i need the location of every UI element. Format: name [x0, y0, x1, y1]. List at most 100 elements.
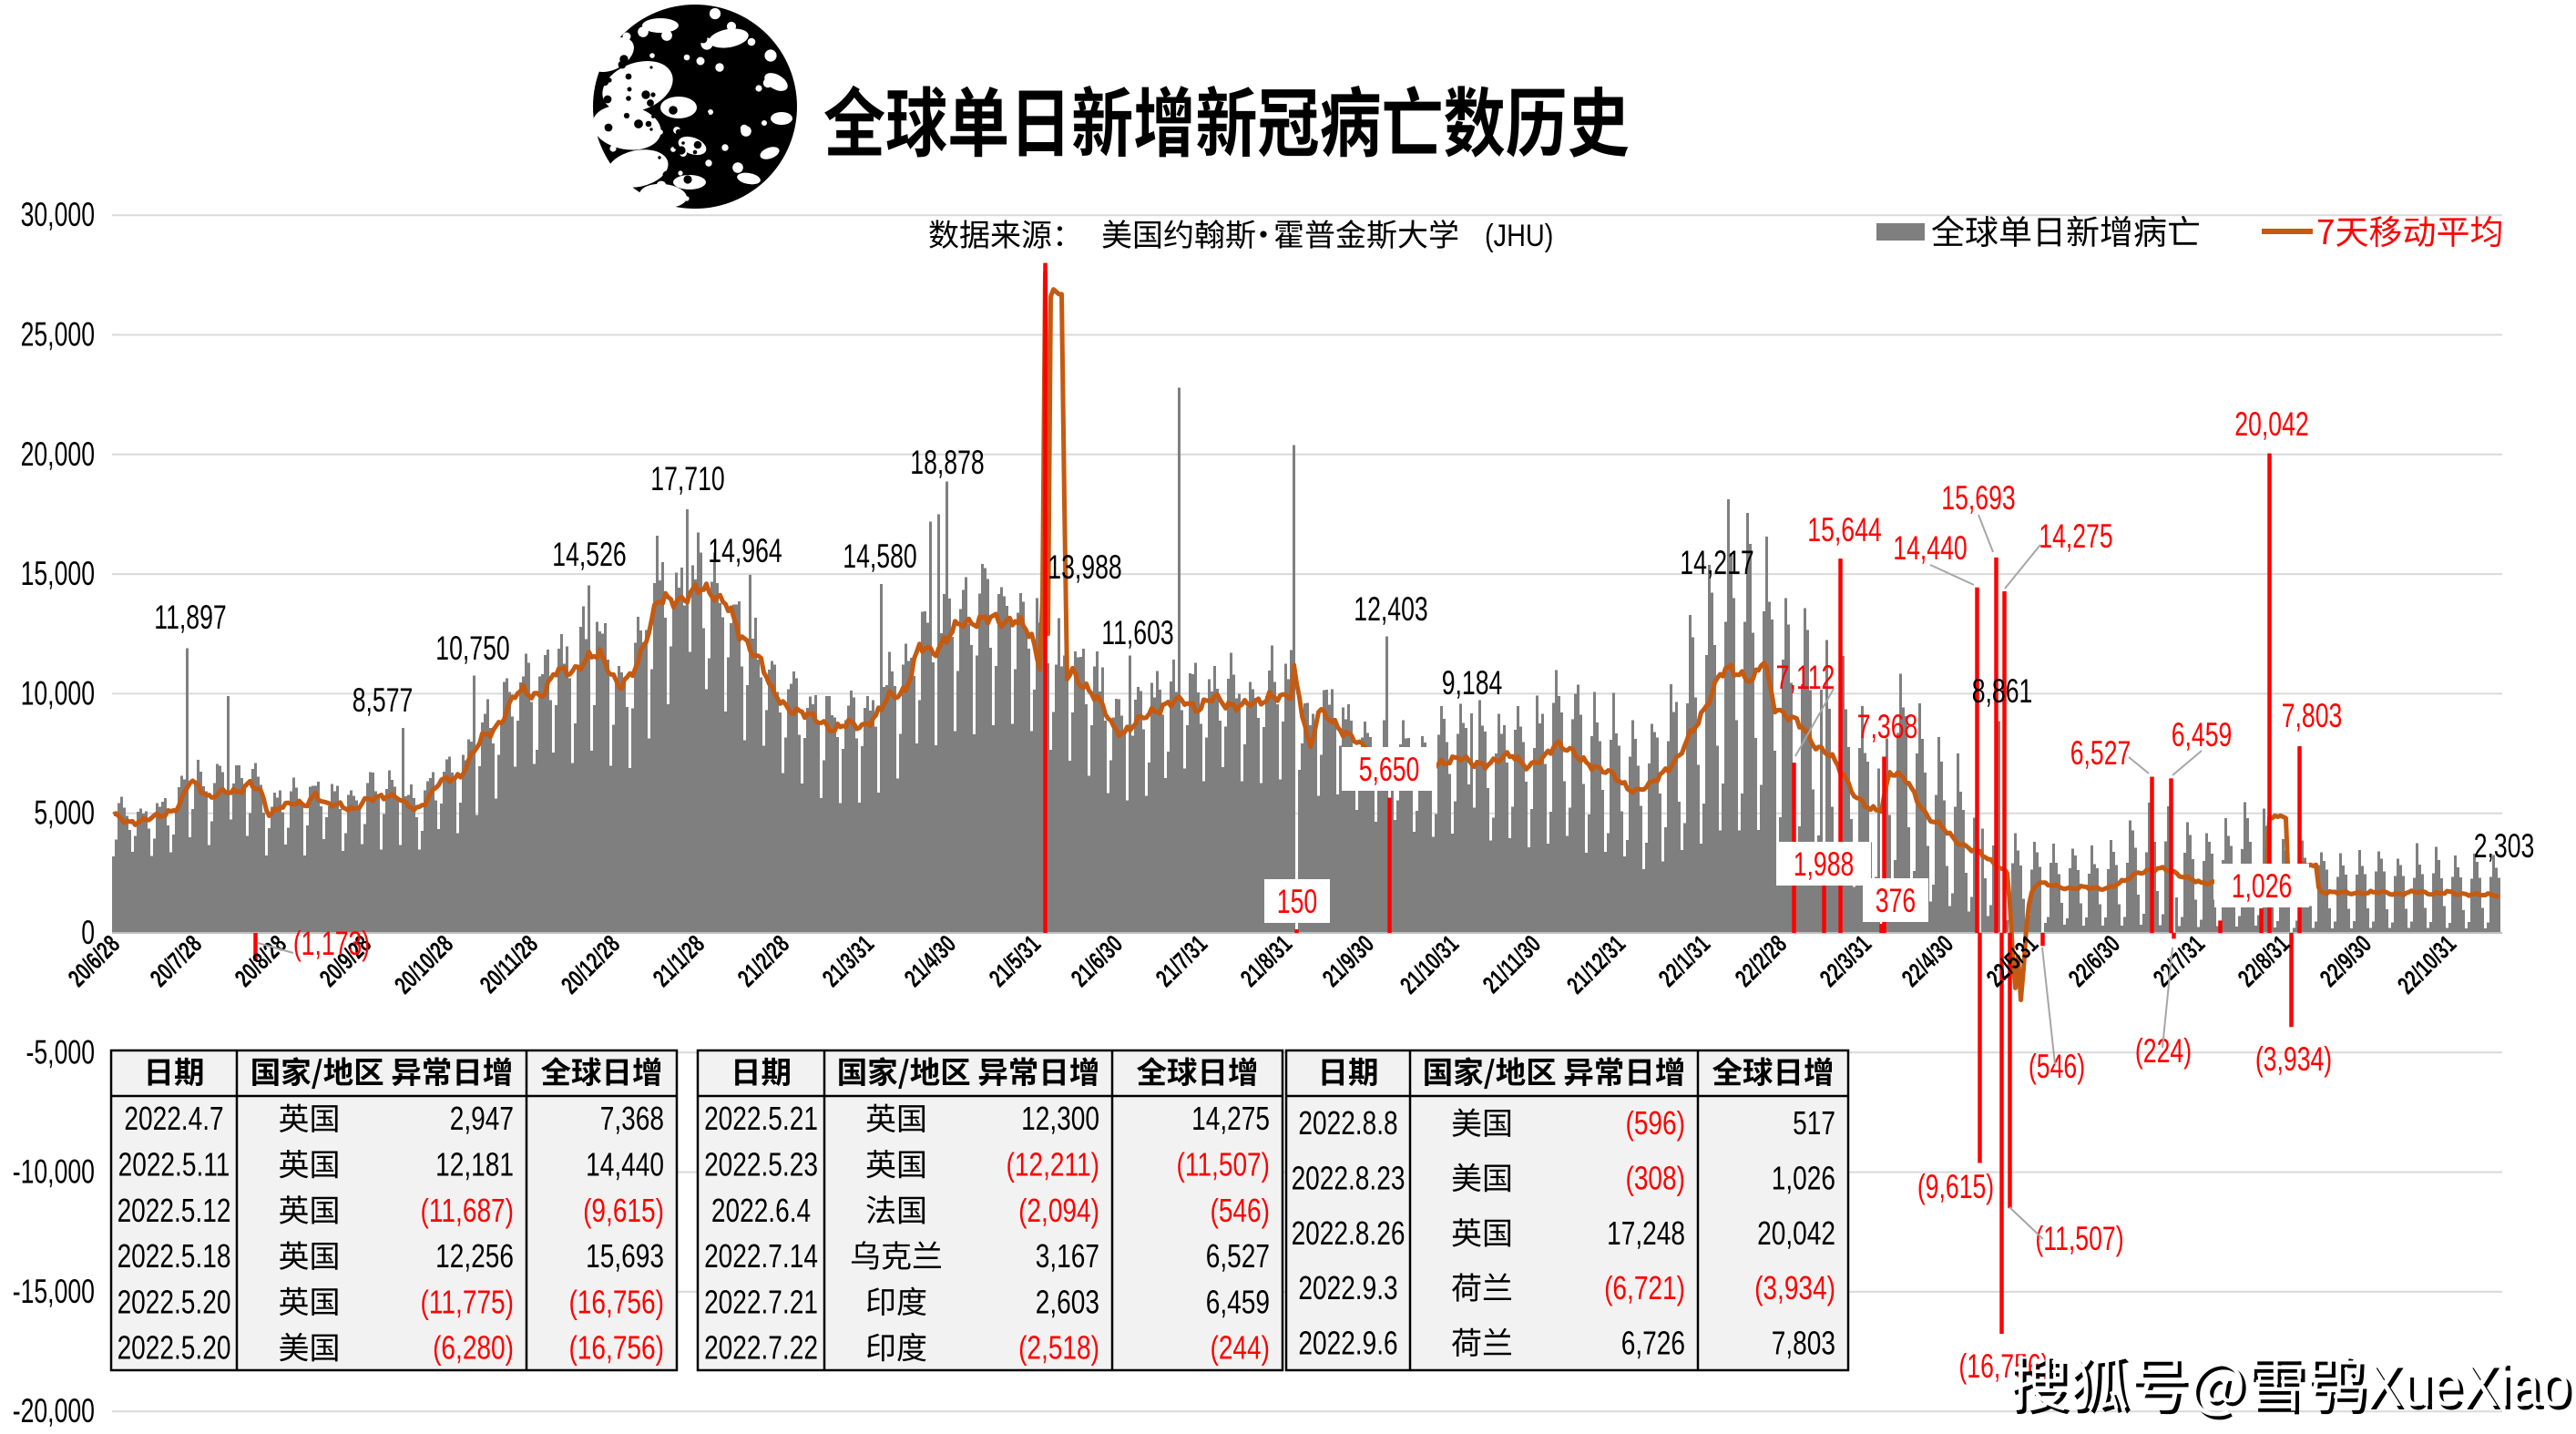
svg-text:14,440: 14,440 — [586, 1146, 664, 1183]
svg-text:2022.5.21: 2022.5.21 — [704, 1101, 818, 1137]
svg-text:2022.6.4: 2022.6.4 — [711, 1192, 811, 1228]
svg-text:2022.5.11: 2022.5.11 — [118, 1146, 230, 1183]
svg-text:12,300: 12,300 — [1021, 1101, 1099, 1137]
svg-text:376: 376 — [1876, 882, 1916, 919]
svg-text:6,459: 6,459 — [1206, 1284, 1270, 1320]
svg-text:(546): (546) — [2029, 1048, 2085, 1085]
svg-text:12,181: 12,181 — [435, 1146, 514, 1183]
svg-text:2,303: 2,303 — [2474, 827, 2535, 865]
svg-text:20,042: 20,042 — [2234, 405, 2308, 443]
svg-text:15,644: 15,644 — [1807, 511, 1881, 548]
svg-text:XueXiao: XueXiao — [2366, 1352, 2571, 1419]
svg-text:7,112: 7,112 — [1776, 659, 1835, 696]
svg-text:2022.4.7: 2022.4.7 — [124, 1101, 223, 1137]
svg-text:2022.5.20: 2022.5.20 — [118, 1329, 231, 1366]
svg-text:(308): (308) — [1625, 1160, 1685, 1196]
svg-text:17,248: 17,248 — [1607, 1214, 1685, 1251]
svg-text:(12,211): (12,211) — [1007, 1146, 1099, 1183]
svg-text:10,750: 10,750 — [435, 630, 509, 667]
svg-text:(11,507): (11,507) — [2035, 1220, 2123, 1257]
svg-text:7,803: 7,803 — [2282, 697, 2343, 734]
svg-text:-5,000: -5,000 — [26, 1033, 95, 1070]
svg-text:2022.9.6: 2022.9.6 — [1298, 1325, 1397, 1361]
svg-text:2022.8.8: 2022.8.8 — [1298, 1105, 1397, 1142]
svg-text:13,988: 13,988 — [1048, 548, 1121, 586]
svg-text:14,526: 14,526 — [552, 536, 626, 573]
svg-text:20,042: 20,042 — [1757, 1214, 1835, 1251]
svg-text:(6,280): (6,280) — [433, 1329, 514, 1366]
svg-text:0: 0 — [81, 914, 95, 951]
svg-text:(9,615): (9,615) — [583, 1192, 664, 1228]
svg-text:2022.5.12: 2022.5.12 — [118, 1192, 231, 1228]
svg-text:20,000: 20,000 — [21, 435, 95, 473]
svg-text:(JHU): (JHU) — [1485, 218, 1553, 253]
svg-text:11,603: 11,603 — [1101, 614, 1173, 651]
svg-text:(11,507): (11,507) — [1177, 1146, 1270, 1183]
svg-text:1,026: 1,026 — [1772, 1160, 1835, 1196]
svg-text:18,878: 18,878 — [910, 444, 984, 481]
svg-text:6,726: 6,726 — [1621, 1325, 1685, 1361]
svg-text:(1,173): (1,173) — [293, 925, 370, 962]
svg-text:(2,518): (2,518) — [1018, 1329, 1099, 1366]
svg-text:14,275: 14,275 — [1191, 1101, 1270, 1137]
svg-text:12,256: 12,256 — [435, 1238, 514, 1275]
svg-text:25,000: 25,000 — [21, 315, 95, 353]
svg-text:7,803: 7,803 — [1772, 1325, 1835, 1361]
svg-text:XueXiao: XueXiao — [2369, 1356, 2574, 1423]
svg-text:(6,721): (6,721) — [1604, 1270, 1685, 1306]
svg-text:7,368: 7,368 — [1857, 708, 1918, 745]
svg-text:(596): (596) — [1625, 1105, 1685, 1142]
svg-text:(11,687): (11,687) — [421, 1192, 514, 1228]
svg-text:14,964: 14,964 — [708, 532, 782, 569]
svg-text:2022.5.20: 2022.5.20 — [118, 1284, 231, 1320]
svg-text:-20,000: -20,000 — [13, 1392, 95, 1429]
svg-text:6,527: 6,527 — [1206, 1238, 1270, 1275]
svg-text:2022.5.18: 2022.5.18 — [118, 1238, 231, 1275]
svg-text:17,710: 17,710 — [650, 460, 724, 497]
svg-text:(3,934): (3,934) — [2255, 1040, 2332, 1078]
svg-text:14,275: 14,275 — [2039, 517, 2112, 555]
svg-text:150: 150 — [1277, 883, 1317, 920]
svg-text:5,650: 5,650 — [1359, 751, 1420, 788]
svg-text:5,000: 5,000 — [34, 794, 95, 831]
svg-text:8,577: 8,577 — [353, 681, 414, 719]
svg-text:6,527: 6,527 — [2070, 734, 2131, 772]
svg-text:15,693: 15,693 — [1941, 479, 2015, 517]
svg-text:15,693: 15,693 — [586, 1238, 664, 1275]
svg-text:1,026: 1,026 — [2232, 867, 2293, 905]
svg-text:14,580: 14,580 — [843, 538, 916, 575]
svg-text:11,897: 11,897 — [154, 599, 226, 636]
svg-text:14,440: 14,440 — [1893, 529, 1967, 567]
svg-text:(546): (546) — [1210, 1192, 1270, 1228]
svg-text:2022.7.14: 2022.7.14 — [704, 1238, 818, 1275]
svg-text:-15,000: -15,000 — [13, 1273, 95, 1310]
svg-text:(16,756): (16,756) — [568, 1284, 664, 1320]
svg-text:1,988: 1,988 — [1794, 845, 1855, 883]
svg-text:2,947: 2,947 — [450, 1101, 514, 1137]
svg-text:12,403: 12,403 — [1354, 590, 1427, 628]
svg-text:(2,094): (2,094) — [1018, 1192, 1099, 1228]
svg-text:8,861: 8,861 — [1972, 672, 2033, 710]
svg-text:(16,756): (16,756) — [568, 1329, 664, 1366]
svg-text:(11,775): (11,775) — [421, 1284, 514, 1320]
svg-text:2022.7.22: 2022.7.22 — [704, 1329, 818, 1366]
svg-text:2022.5.23: 2022.5.23 — [704, 1146, 818, 1183]
svg-text:(3,934): (3,934) — [1754, 1270, 1835, 1306]
svg-text:7,368: 7,368 — [600, 1101, 664, 1137]
svg-text:10,000: 10,000 — [21, 674, 95, 712]
svg-text:2022.8.26: 2022.8.26 — [1292, 1214, 1406, 1251]
svg-text:30,000: 30,000 — [21, 196, 95, 233]
svg-text:-10,000: -10,000 — [13, 1152, 95, 1190]
svg-text:(9,615): (9,615) — [1917, 1168, 1994, 1205]
svg-text:2,603: 2,603 — [1036, 1284, 1099, 1320]
svg-text:15,000: 15,000 — [21, 555, 95, 592]
svg-text:(244): (244) — [1210, 1329, 1270, 1366]
svg-text:14,217: 14,217 — [1680, 544, 1753, 581]
svg-text:2022.9.3: 2022.9.3 — [1298, 1270, 1397, 1306]
svg-text:2022.8.23: 2022.8.23 — [1292, 1160, 1406, 1196]
svg-text:9,184: 9,184 — [1442, 664, 1503, 702]
svg-text:517: 517 — [1793, 1105, 1835, 1142]
svg-text:6,459: 6,459 — [2172, 716, 2233, 753]
svg-text:3,167: 3,167 — [1036, 1238, 1099, 1275]
svg-text:2022.7.21: 2022.7.21 — [704, 1284, 818, 1320]
